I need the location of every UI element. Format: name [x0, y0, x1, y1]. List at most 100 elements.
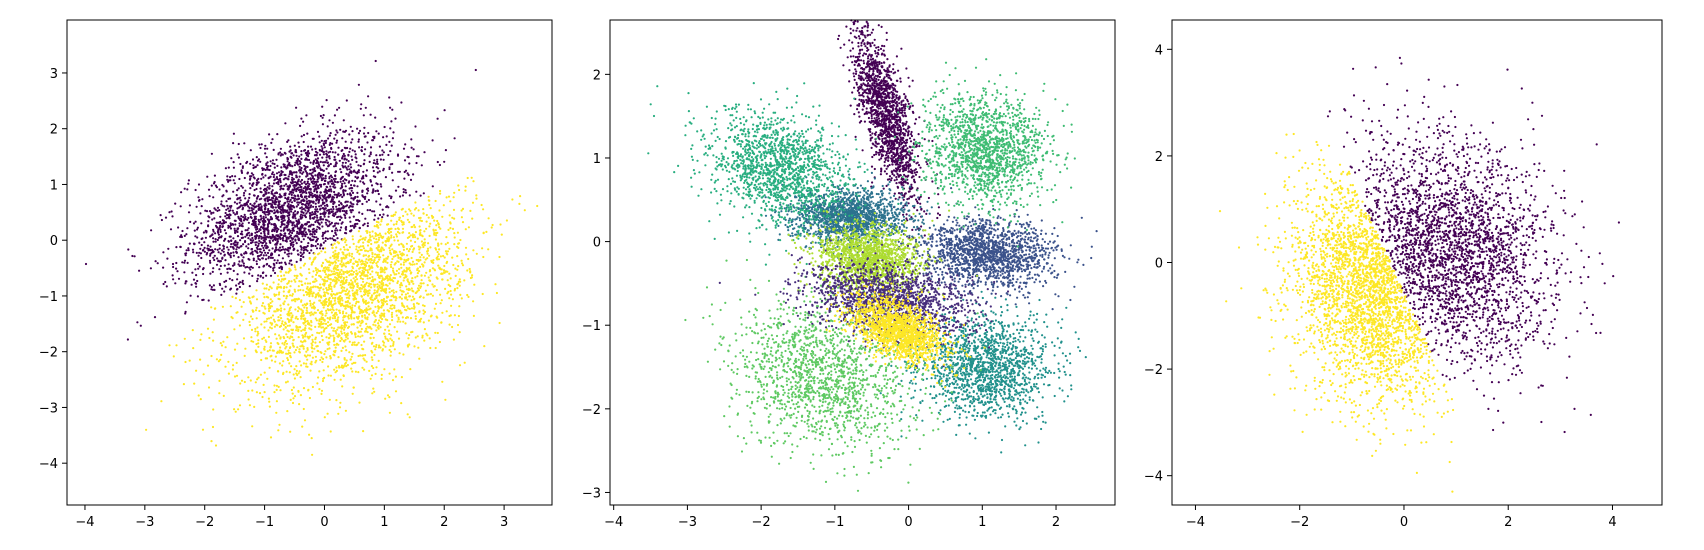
- scatter-point: [371, 191, 374, 194]
- scatter-point: [314, 325, 317, 328]
- scatter-point: [265, 320, 268, 323]
- scatter-point: [295, 176, 298, 179]
- scatter-point: [263, 212, 266, 215]
- scatter-point: [211, 233, 214, 236]
- scatter-point: [269, 160, 272, 163]
- scatter-point: [351, 341, 354, 344]
- scatter-point: [256, 164, 259, 167]
- scatter-point: [366, 250, 370, 253]
- scatter-point: [362, 247, 366, 250]
- scatter-point: [340, 226, 343, 229]
- scatter-point: [181, 261, 184, 264]
- scatter-point: [311, 350, 314, 353]
- scatter-point: [291, 392, 294, 395]
- scatter-point: [312, 292, 315, 295]
- scatter-point: [209, 249, 212, 252]
- scatter-point: [332, 292, 335, 296]
- scatter-point: [218, 268, 221, 271]
- scatter-point: [275, 172, 279, 175]
- scatter-point: [303, 149, 307, 152]
- scatter-point: [388, 167, 391, 171]
- scatter-point: [319, 287, 322, 290]
- scatter-point: [343, 289, 346, 292]
- scatter-points: [84, 59, 539, 456]
- scatter-point: [233, 182, 236, 185]
- scatter-point: [236, 153, 239, 156]
- scatter-point: [377, 217, 380, 220]
- scatter-point: [236, 189, 239, 192]
- scatter-point: [331, 317, 334, 320]
- scatter-point: [314, 267, 317, 270]
- scatter-point: [253, 235, 256, 238]
- scatter-point: [306, 188, 309, 191]
- scatter-point: [308, 299, 312, 303]
- scatter-point: [260, 253, 263, 256]
- scatter-point: [267, 219, 270, 222]
- scatter-point: [377, 253, 381, 256]
- scatter-point: [270, 190, 273, 193]
- scatter-point: [358, 287, 361, 290]
- scatter-point: [466, 176, 469, 180]
- scatter-point: [269, 346, 272, 349]
- scatter-point: [318, 205, 321, 208]
- scatter-point: [214, 248, 217, 251]
- scatter-point: [523, 209, 526, 212]
- scatter-point: [431, 283, 434, 286]
- scatter-point: [343, 357, 346, 360]
- scatter-point: [373, 241, 377, 244]
- scatter-point: [289, 164, 292, 167]
- scatter-point: [226, 175, 229, 178]
- scatter-point: [229, 213, 232, 217]
- scatter-point: [269, 342, 273, 345]
- scatter-point: [340, 265, 343, 268]
- scatter-point: [330, 270, 333, 273]
- scatter-point: [329, 185, 332, 188]
- scatter-point: [356, 222, 359, 225]
- scatter-point: [243, 271, 246, 274]
- scatter-point: [362, 132, 366, 135]
- scatter-point: [321, 156, 324, 159]
- scatter-point: [283, 300, 286, 303]
- scatter-point: [263, 184, 266, 187]
- scatter-point: [297, 285, 300, 288]
- scatter-point: [268, 349, 271, 352]
- scatter-point: [402, 214, 405, 218]
- scatter-point: [247, 296, 250, 299]
- scatter-point: [247, 227, 250, 230]
- scatter-point: [189, 220, 192, 223]
- scatter-point: [277, 316, 280, 319]
- scatter-point: [257, 242, 260, 245]
- scatter-point: [309, 206, 312, 209]
- scatter-point: [212, 339, 215, 342]
- scatter-point: [469, 276, 472, 280]
- scatter-point: [460, 259, 463, 262]
- scatter-point: [305, 200, 309, 203]
- scatter-point: [392, 223, 395, 226]
- scatter-point: [312, 285, 315, 288]
- scatter-point: [289, 356, 292, 359]
- scatter-point: [350, 141, 353, 144]
- scatter-point: [284, 339, 287, 343]
- scatter-point: [308, 201, 311, 204]
- scatter-point: [481, 292, 484, 296]
- scatter-point: [322, 288, 325, 291]
- scatter-point: [191, 271, 194, 274]
- scatter-point: [329, 430, 332, 433]
- scatter-point: [324, 141, 327, 145]
- scatter-point: [304, 333, 307, 336]
- scatter-point: [280, 233, 283, 237]
- scatter-point: [333, 155, 336, 159]
- scatter-point: [251, 236, 254, 240]
- scatter-point: [192, 222, 196, 225]
- scatter-point: [199, 398, 202, 401]
- scatter-point: [364, 174, 367, 177]
- scatter-point: [257, 203, 260, 206]
- scatter-point: [295, 329, 298, 332]
- scatter-point: [223, 253, 226, 256]
- scatter-point: [347, 160, 350, 163]
- scatter-point: [410, 271, 413, 274]
- scatter-point: [232, 364, 235, 367]
- scatter-point: [394, 375, 397, 378]
- scatter-point: [229, 245, 232, 248]
- scatter-point: [364, 236, 367, 239]
